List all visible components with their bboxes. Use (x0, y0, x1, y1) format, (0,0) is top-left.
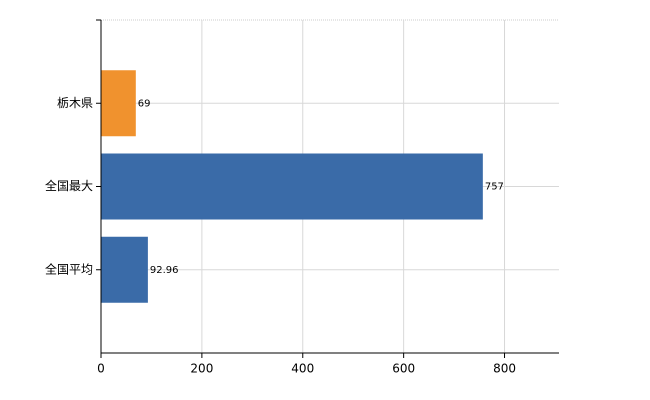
bar (101, 70, 136, 137)
value-label: 69 (138, 98, 151, 109)
x-tick-label: 400 (291, 362, 314, 376)
bar (101, 236, 148, 303)
x-tick-label: 800 (493, 362, 516, 376)
x-tick-label: 200 (190, 362, 213, 376)
y-tick-label: 全国最大 (45, 178, 93, 193)
bar (101, 153, 483, 220)
value-label: 92.96 (150, 265, 179, 276)
y-tick-label: 全国平均 (45, 261, 93, 276)
x-tick-label: 600 (392, 362, 415, 376)
x-tick-label: 0 (97, 362, 105, 376)
value-label: 757 (485, 182, 504, 193)
y-tick-label: 栃木県 (57, 96, 93, 110)
